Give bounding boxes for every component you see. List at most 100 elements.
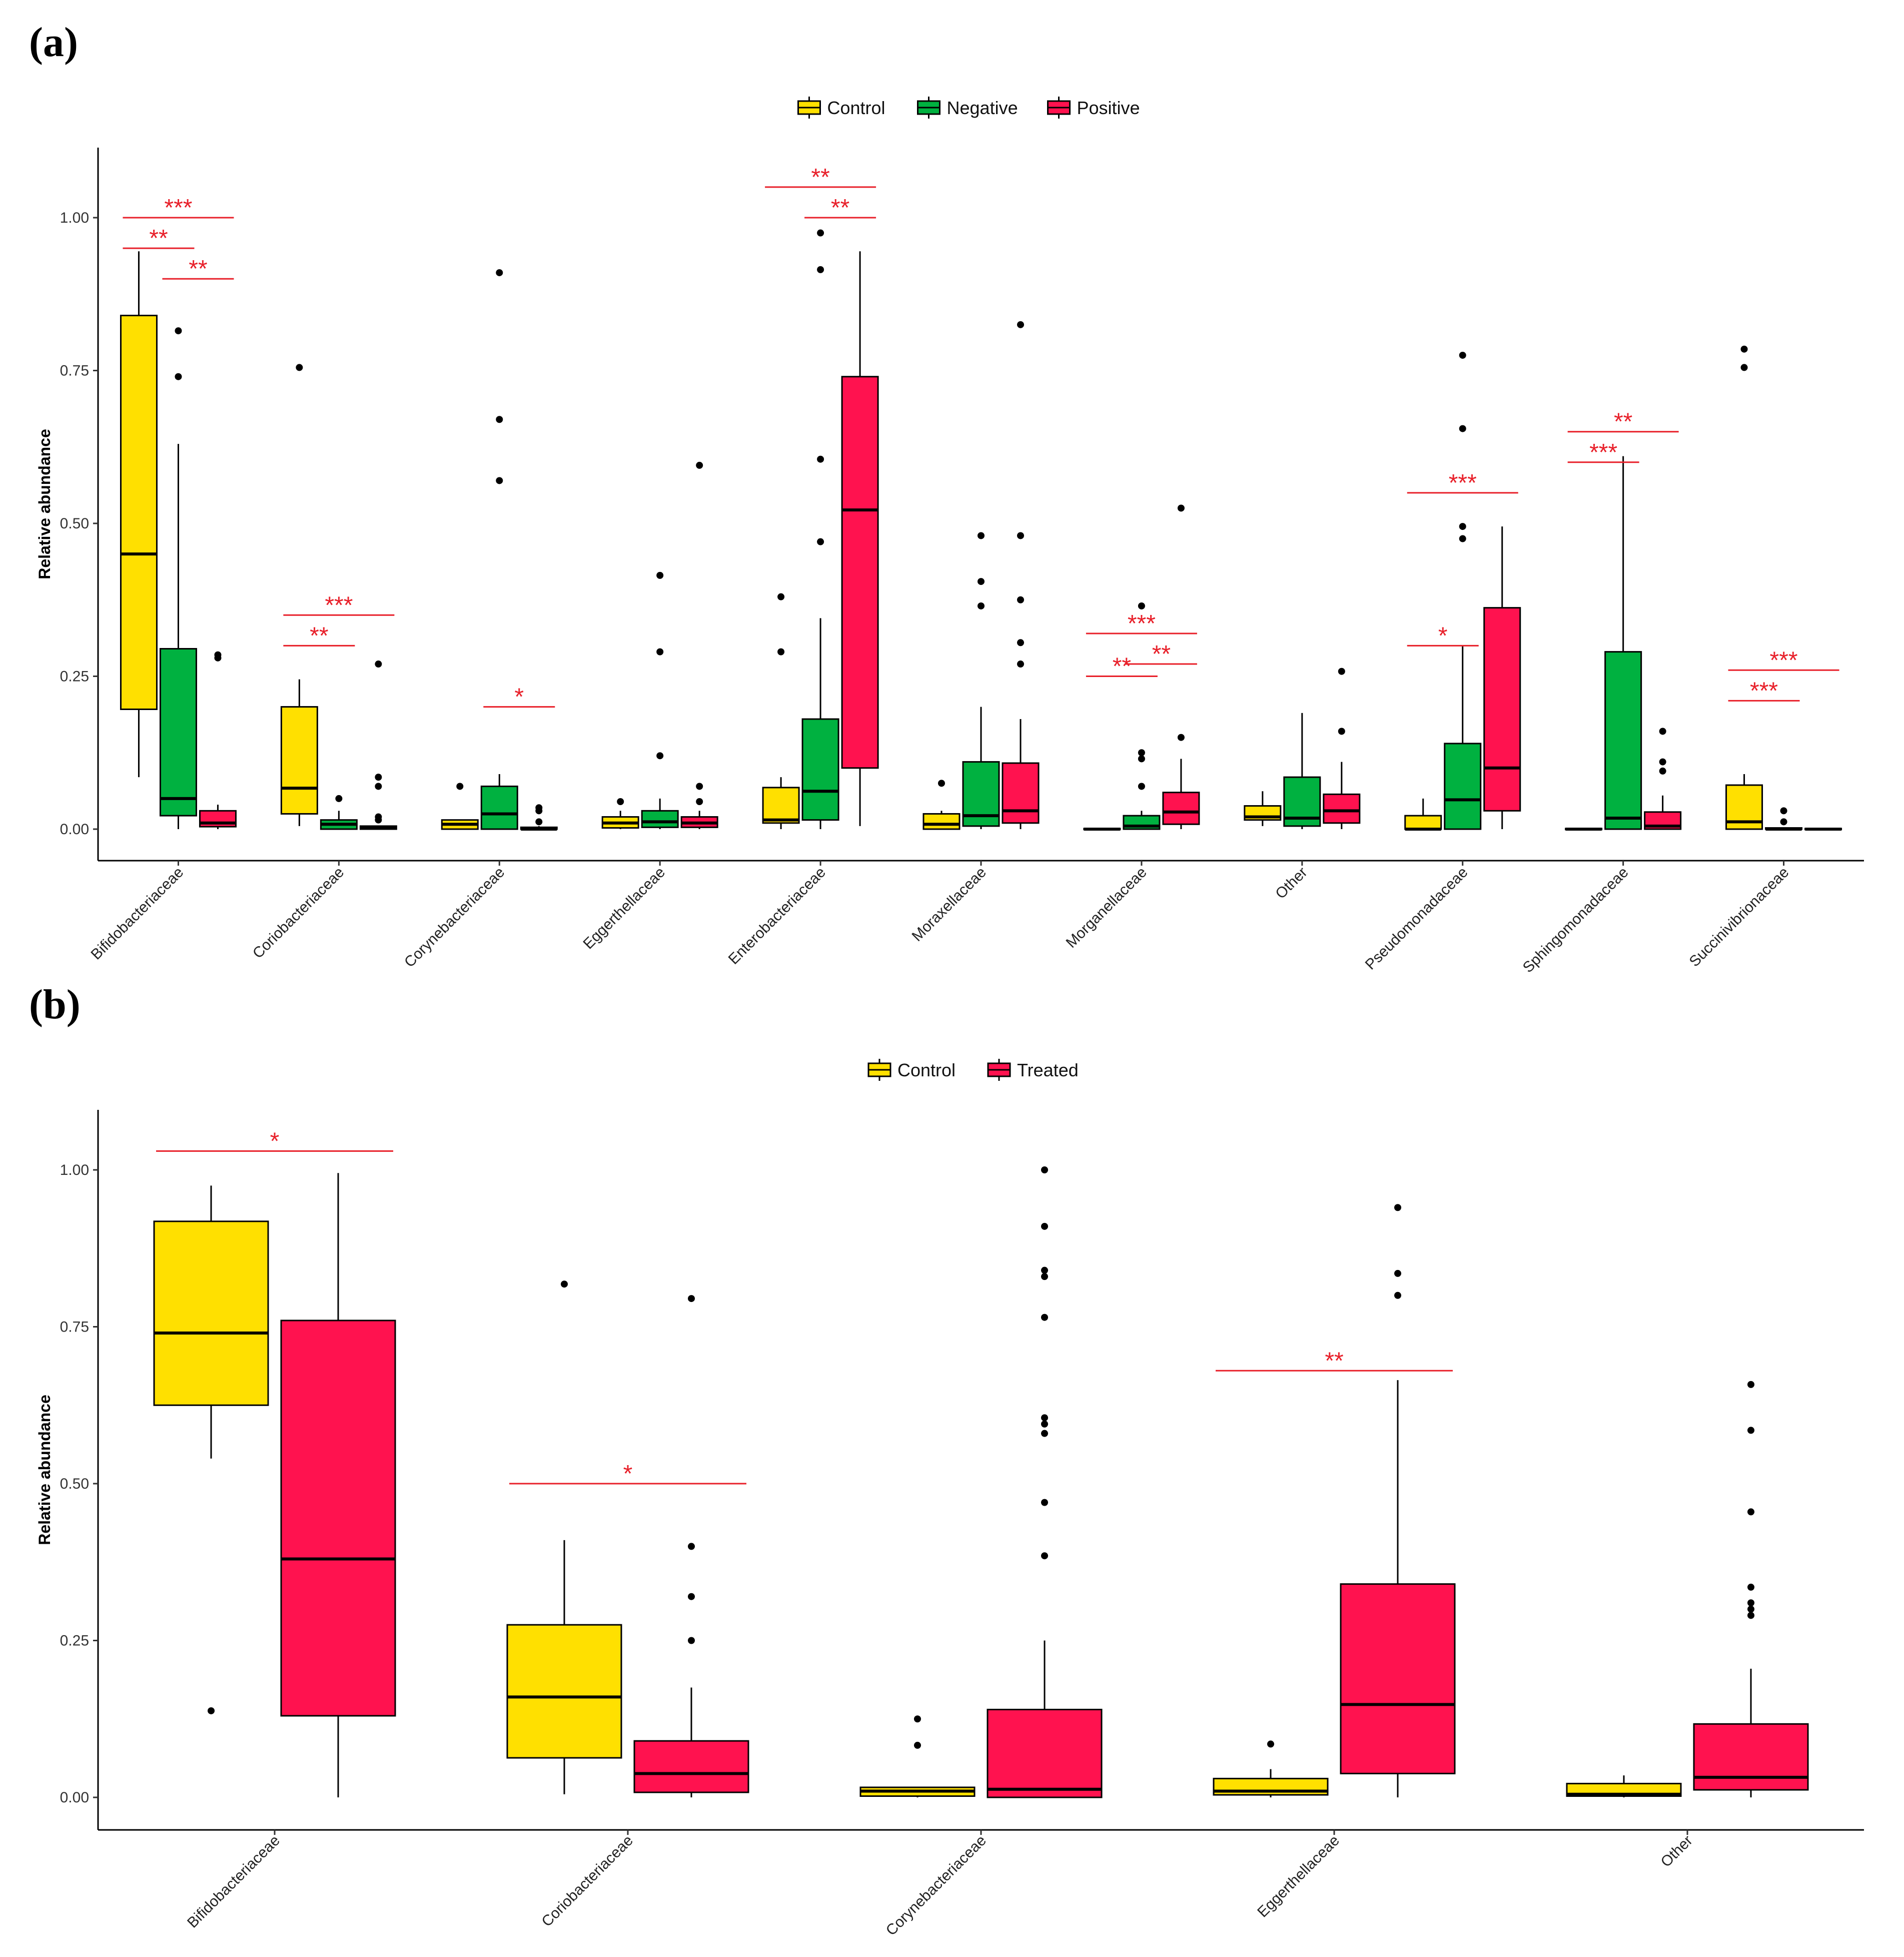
outlier-point — [1177, 734, 1185, 741]
box-negative — [1765, 807, 1803, 831]
outlier-point — [914, 1715, 921, 1723]
outlier-point — [1459, 535, 1466, 542]
y-tick-label: 0.25 — [60, 1633, 89, 1649]
outlier-point — [696, 798, 703, 806]
x-tick-label: Moraxellaceae — [909, 864, 990, 945]
outlier-point — [914, 1741, 921, 1749]
outlier-point — [175, 373, 182, 380]
outlier-point — [696, 783, 703, 790]
y-axis-label: Relative abundance — [36, 1395, 54, 1545]
outlier-point — [561, 1280, 568, 1288]
significance-label: * — [1438, 622, 1448, 649]
significance-label: ** — [189, 256, 207, 282]
outlier-point — [777, 648, 785, 656]
significance-label: *** — [1589, 439, 1617, 466]
outlier-point — [535, 804, 543, 812]
outlier-point — [1747, 1508, 1754, 1516]
outlier-point — [1338, 728, 1345, 735]
outlier-point — [938, 780, 945, 787]
x-tick-label: Morganellaceae — [1063, 864, 1150, 951]
outlier-point — [1394, 1291, 1401, 1299]
box-body — [1162, 792, 1200, 825]
outlier-point — [335, 795, 343, 802]
significance-label: *** — [1449, 470, 1477, 496]
outlier-point — [1747, 1583, 1754, 1591]
x-tick-label: Eggerthellaceae — [1254, 1832, 1343, 1921]
outlier-point — [656, 571, 664, 579]
legend-label: Positive — [1077, 98, 1140, 118]
outlier-point — [617, 798, 624, 806]
box-control — [1083, 828, 1121, 831]
outlier-point — [688, 1637, 695, 1644]
y-tick-label: 1.00 — [60, 210, 89, 226]
x-tick-label: Eggerthellaceae — [580, 864, 668, 953]
x-tick-label: Other — [1272, 864, 1310, 902]
y-tick-label: 0.25 — [60, 669, 89, 685]
outlier-point — [375, 661, 382, 668]
outlier-point — [777, 593, 785, 600]
outlier-point — [296, 364, 303, 371]
box-body — [762, 787, 800, 824]
box-control — [1404, 798, 1442, 831]
box-control — [506, 1280, 622, 1794]
outlier-point — [214, 651, 222, 659]
legend-item-treated: Treated — [987, 1059, 1079, 1081]
box-control — [762, 593, 800, 829]
box-positive — [520, 804, 558, 831]
outlier-point — [375, 813, 382, 821]
y-tick-label: 0.00 — [60, 821, 89, 838]
x-tick-label: Enterobacteriaceae — [725, 864, 829, 968]
x-tick-label: Coriobacteriaceae — [250, 864, 348, 962]
outlier-point — [1394, 1269, 1401, 1277]
box-positive — [359, 661, 397, 830]
outlier-point — [1747, 1599, 1754, 1607]
y-tick-label: 0.75 — [60, 1319, 89, 1336]
box-body — [159, 648, 197, 817]
outlier-point — [1267, 1740, 1274, 1748]
significance-label: ** — [1325, 1348, 1343, 1374]
box-control — [441, 783, 479, 830]
box-treated — [987, 1166, 1103, 1798]
box-control — [601, 798, 639, 829]
box-body — [1483, 607, 1521, 812]
outlier-point — [1041, 1552, 1048, 1560]
box-negative — [962, 532, 1000, 829]
outlier-point — [1041, 1499, 1048, 1506]
significance-label: * — [623, 1461, 633, 1487]
outlier-point — [1747, 1612, 1754, 1619]
box-positive — [680, 461, 718, 829]
x-tick-label: Corynebacteriaceae — [401, 864, 508, 971]
outlier-point — [1041, 1314, 1048, 1321]
legend-item-positive: Positive — [1047, 97, 1140, 119]
box-negative — [480, 269, 518, 830]
outlier-point — [1138, 602, 1145, 609]
outlier-point — [1017, 532, 1024, 539]
panel-0: (a) Control Negative Positive 0.00 0.25 0.50 0.… — [29, 19, 1864, 976]
legend-label: Control — [827, 98, 885, 118]
outlier-point — [1394, 1204, 1401, 1211]
box-control — [922, 780, 961, 830]
significance-label: ** — [811, 164, 829, 191]
legend-label: Treated — [1017, 1060, 1079, 1080]
outlier-point — [1740, 364, 1748, 371]
box-negative — [801, 229, 839, 829]
box-control — [1566, 1775, 1682, 1797]
significance-label: ** — [310, 622, 328, 649]
y-tick-label: 0.00 — [60, 1789, 89, 1806]
box-body — [1002, 762, 1040, 824]
outlier-point — [1017, 321, 1024, 328]
outlier-point — [375, 774, 382, 781]
box-body — [641, 810, 679, 828]
box-negative — [320, 795, 358, 830]
box-control — [1565, 828, 1603, 831]
box-body — [280, 706, 318, 815]
legend: Control Treated — [867, 1059, 1079, 1081]
outlier-point — [1338, 668, 1345, 675]
box-body — [841, 376, 879, 769]
legend-label: Control — [897, 1060, 956, 1080]
box-negative — [159, 327, 197, 829]
outlier-point — [456, 783, 464, 790]
box-positive — [841, 251, 879, 826]
box-treated — [1693, 1381, 1809, 1797]
legend: Control Negative Positive — [797, 97, 1140, 119]
